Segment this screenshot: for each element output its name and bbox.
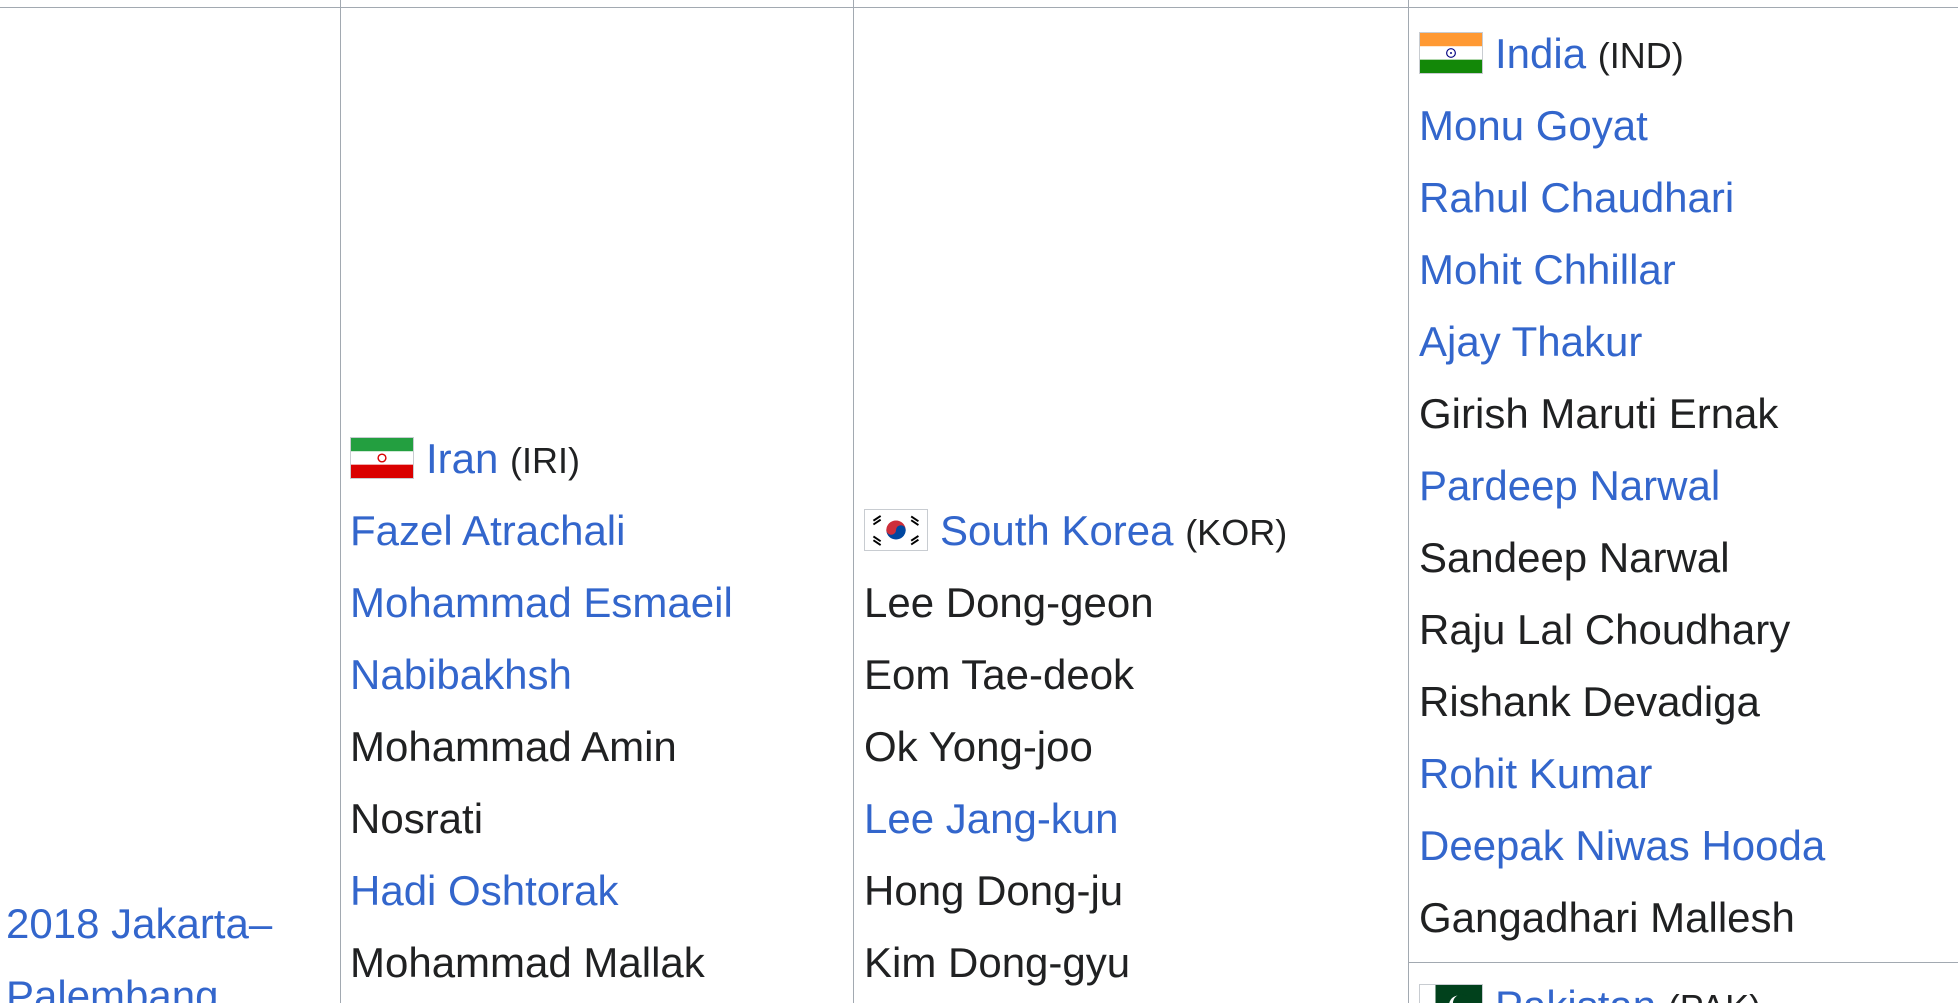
row-divider xyxy=(1408,962,1958,963)
player-name: Nosrati xyxy=(350,795,484,842)
country-link-india[interactable]: India xyxy=(1495,30,1587,77)
player-link[interactable]: Nabibakhsh xyxy=(350,651,572,698)
player-link[interactable]: Rahul Chaudhari xyxy=(1419,174,1735,221)
player-list-india: Monu Goyat Rahul Chaudhari Mohit Chhillar A… xyxy=(1419,90,1954,954)
player-list-south-korea: Lee Dong-geon Eom Tae-deok Ok Yong-joo Lee … xyxy=(864,567,1404,999)
player-list-iran: Fazel Atrachali Mohammad Esmaeil Nabibakhs… xyxy=(350,495,845,999)
country-link-pakistan[interactable]: Pakistan xyxy=(1495,982,1656,1003)
games-link[interactable]: 2018 Jakarta– xyxy=(6,888,336,960)
team-header-india: India (IND) xyxy=(1419,18,1954,90)
games-link-line1[interactable]: 2018 Jakarta– xyxy=(6,900,273,947)
player-name: Sandeep Narwal xyxy=(1419,534,1730,581)
player-link[interactable]: Monu Goyat xyxy=(1419,102,1648,149)
player-link[interactable]: Ajay Thakur xyxy=(1419,318,1643,365)
games-link-continued[interactable]: Palembang xyxy=(6,960,336,1003)
player-name: Raju Lal Choudhary xyxy=(1419,606,1791,653)
player-name: Eom Tae-deok xyxy=(864,651,1135,698)
country-code-iran: (IRI) xyxy=(510,440,581,481)
india-flag-icon[interactable] xyxy=(1419,32,1483,74)
player-name: Lee Dong-geon xyxy=(864,579,1154,626)
table-top-border xyxy=(0,7,1958,8)
column-divider xyxy=(340,0,341,1003)
player-name: Rishank Devadiga xyxy=(1419,678,1760,725)
silver-cell: South Korea (KOR) Lee Dong-geon Eom Tae-d… xyxy=(864,495,1404,999)
player-link[interactable]: Fazel Atrachali xyxy=(350,507,626,554)
player-link[interactable]: Pardeep Narwal xyxy=(1419,462,1721,509)
south-korea-flag-icon[interactable] xyxy=(864,509,928,551)
player-link[interactable]: Lee Jang-kun xyxy=(864,795,1119,842)
bronze-cell-india: India (IND) Monu Goyat Rahul Chaudhari Moh… xyxy=(1419,18,1954,954)
column-divider xyxy=(1408,0,1409,1003)
bronze-cell-pakistan: Pakistan (PAK) xyxy=(1419,970,1954,1003)
country-code-pakistan: (PAK) xyxy=(1668,987,1761,1003)
player-name: Ok Yong-joo xyxy=(864,723,1093,770)
player-name: Girish Maruti Ernak xyxy=(1419,390,1779,437)
player-name: Mohammad Amin xyxy=(350,723,677,770)
team-header-south-korea: South Korea (KOR) xyxy=(864,495,1404,567)
player-name: Mohammad Mallak xyxy=(350,939,705,986)
player-link[interactable]: Mohit Chhillar xyxy=(1419,246,1676,293)
team-header-pakistan: Pakistan (PAK) xyxy=(1419,970,1954,1003)
column-divider xyxy=(853,0,854,1003)
player-link[interactable]: Deepak Niwas Hooda xyxy=(1419,822,1826,869)
player-name: Gangadhari Mallesh xyxy=(1419,894,1795,941)
games-link-line2[interactable]: Palembang xyxy=(6,972,219,1003)
player-name: Hong Dong-ju xyxy=(864,867,1124,914)
player-name: Kim Dong-gyu xyxy=(864,939,1131,986)
country-link-iran[interactable]: Iran xyxy=(426,435,499,482)
gold-cell: Iran (IRI) Fazel Atrachali Mohammad Esmae… xyxy=(350,423,845,999)
games-cell: 2018 Jakarta– Palembang xyxy=(6,888,336,1003)
player-link[interactable]: Mohammad Esmaeil xyxy=(350,579,733,626)
team-header-iran: Iran (IRI) xyxy=(350,423,845,495)
player-link[interactable]: Rohit Kumar xyxy=(1419,750,1653,797)
country-code-south-korea: (KOR) xyxy=(1185,512,1288,553)
pakistan-flag-icon[interactable] xyxy=(1419,984,1483,1003)
iran-flag-icon[interactable] xyxy=(350,437,414,479)
country-link-south-korea[interactable]: South Korea xyxy=(940,507,1174,554)
country-code-india: (IND) xyxy=(1597,35,1684,76)
player-link[interactable]: Hadi Oshtorak xyxy=(350,867,619,914)
